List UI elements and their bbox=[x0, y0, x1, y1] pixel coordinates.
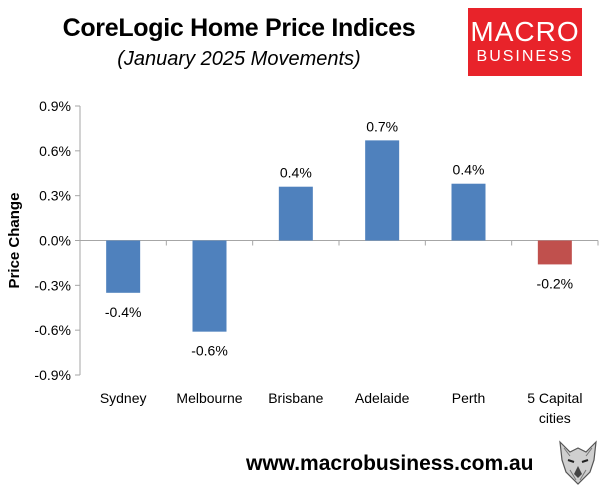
bar bbox=[192, 240, 227, 332]
chart-title: CoreLogic Home Price Indices bbox=[62, 14, 416, 42]
wolf-mascot-icon bbox=[559, 440, 597, 485]
x-category-label: Sydney bbox=[100, 390, 147, 406]
data-label: 0.7% bbox=[366, 118, 398, 134]
bar bbox=[278, 186, 313, 241]
data-label: -0.6% bbox=[191, 343, 228, 359]
bar bbox=[365, 140, 400, 241]
y-tick-label: 0.6% bbox=[39, 143, 71, 159]
y-tick-label: -0.9% bbox=[34, 367, 71, 383]
y-tick-label: 0.9% bbox=[39, 98, 71, 114]
bar bbox=[537, 240, 572, 265]
y-tick-label: 0.0% bbox=[39, 233, 71, 249]
x-category-label: cities bbox=[539, 410, 571, 426]
y-tick-label: 0.3% bbox=[39, 188, 71, 204]
bar bbox=[451, 183, 486, 241]
macrobusiness-logo: MACRO BUSINESS bbox=[468, 8, 582, 76]
x-category-label: Perth bbox=[452, 390, 485, 406]
x-category-label: Adelaide bbox=[355, 390, 410, 406]
website-url: www.macrobusiness.com.au bbox=[246, 452, 534, 475]
x-category-label: 5 Capital bbox=[527, 390, 582, 406]
y-tick-label: -0.3% bbox=[34, 277, 71, 293]
y-tick-label: -0.6% bbox=[34, 322, 71, 338]
data-label: -0.2% bbox=[537, 275, 574, 291]
bar bbox=[106, 240, 141, 293]
x-category-label: Brisbane bbox=[268, 390, 323, 406]
data-label: 0.4% bbox=[453, 162, 485, 178]
data-label: -0.4% bbox=[105, 304, 142, 320]
logo-line-2: BUSINESS bbox=[476, 48, 574, 65]
chart-subtitle: (January 2025 Movements) bbox=[117, 48, 361, 70]
y-axis-title: Price Change bbox=[6, 193, 23, 289]
logo-line-1: MACRO bbox=[470, 16, 580, 47]
data-label: 0.4% bbox=[280, 165, 312, 181]
x-category-label: Melbourne bbox=[176, 390, 242, 406]
